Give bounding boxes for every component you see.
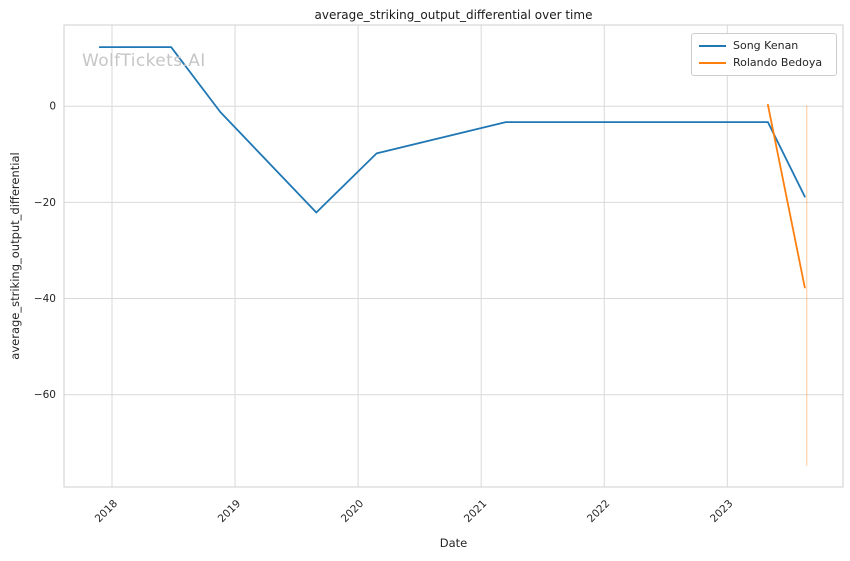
x-tick-label: 2023 xyxy=(708,498,735,525)
y-axis-label: average_striking_output_differential xyxy=(8,152,22,360)
x-tick-label: 2022 xyxy=(585,498,612,525)
legend-swatch-song-kenan xyxy=(699,45,726,47)
series-line-song-kenan xyxy=(98,46,806,214)
legend-item-song-kenan: Song Kenan xyxy=(699,39,828,53)
x-axis-label: Date xyxy=(439,536,468,550)
x-tick-label: 2020 xyxy=(339,498,366,525)
legend: Song Kenan Rolando Bedoya xyxy=(691,33,837,76)
legend-swatch-rolando-bedoya xyxy=(699,62,726,64)
y-tick-label: 0 xyxy=(49,101,56,113)
legend-item-rolando-bedoya: Rolando Bedoya xyxy=(699,56,828,70)
plot-border xyxy=(63,24,844,488)
legend-label-rolando-bedoya: Rolando Bedoya xyxy=(733,56,823,69)
y-tick-label: −60 xyxy=(34,389,56,401)
chart-title: average_striking_output_differential ove… xyxy=(314,8,593,22)
x-tick-label: 2019 xyxy=(216,498,243,525)
series-line-rolando-bedoya xyxy=(767,103,806,289)
legend-label-song-kenan: Song Kenan xyxy=(733,39,799,52)
x-tick-label: 2018 xyxy=(93,498,120,525)
y-tick-label: −40 xyxy=(34,293,56,305)
y-tick-label: −20 xyxy=(34,197,56,209)
x-tick-label: 2021 xyxy=(462,498,489,525)
watermark-text: WolfTickets.AI xyxy=(82,51,206,71)
